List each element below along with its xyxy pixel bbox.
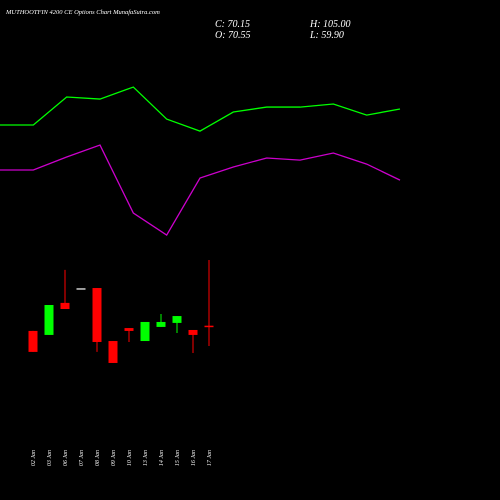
candle-body	[44, 304, 54, 335]
x-tick-label: 10 Jan	[127, 450, 133, 466]
info-low: L: 59.90	[309, 30, 344, 41]
candle-body	[60, 302, 70, 310]
x-tick-label: 09 Jan	[111, 450, 117, 466]
candle-body	[124, 328, 134, 331]
x-tick-label: 16 Jan	[191, 450, 197, 466]
x-tick-label: 08 Jan	[95, 450, 101, 466]
candle-body	[92, 288, 102, 342]
info-high: H: 105.00	[309, 19, 351, 30]
chart-title: MUTHOOTFIN 4200 CE Options Chart MunafaS…	[5, 9, 160, 16]
candle-body	[172, 316, 182, 323]
indicator-line	[0, 144, 401, 236]
x-tick-label: 13 Jan	[143, 450, 149, 466]
x-tick-label: 02 Jan	[31, 450, 37, 466]
candle-body	[140, 321, 150, 342]
candle-body	[156, 321, 166, 327]
candle-body	[76, 288, 86, 290]
x-tick-label: 06 Jan	[63, 450, 69, 466]
candle-body	[204, 325, 214, 328]
candle-body	[28, 330, 38, 352]
x-tick-label: 03 Jan	[47, 450, 53, 466]
candle-body	[108, 341, 118, 363]
indicator-line	[0, 86, 401, 132]
candle-body	[188, 329, 198, 335]
info-close: C: 70.15	[215, 19, 250, 30]
info-open: O: 70.55	[215, 30, 251, 41]
x-tick-label: 17 Jan	[207, 450, 213, 466]
x-tick-label: 14 Jan	[158, 450, 165, 466]
x-tick-label: 15 Jan	[175, 450, 181, 466]
x-tick-label: 07 Jan	[79, 450, 85, 466]
